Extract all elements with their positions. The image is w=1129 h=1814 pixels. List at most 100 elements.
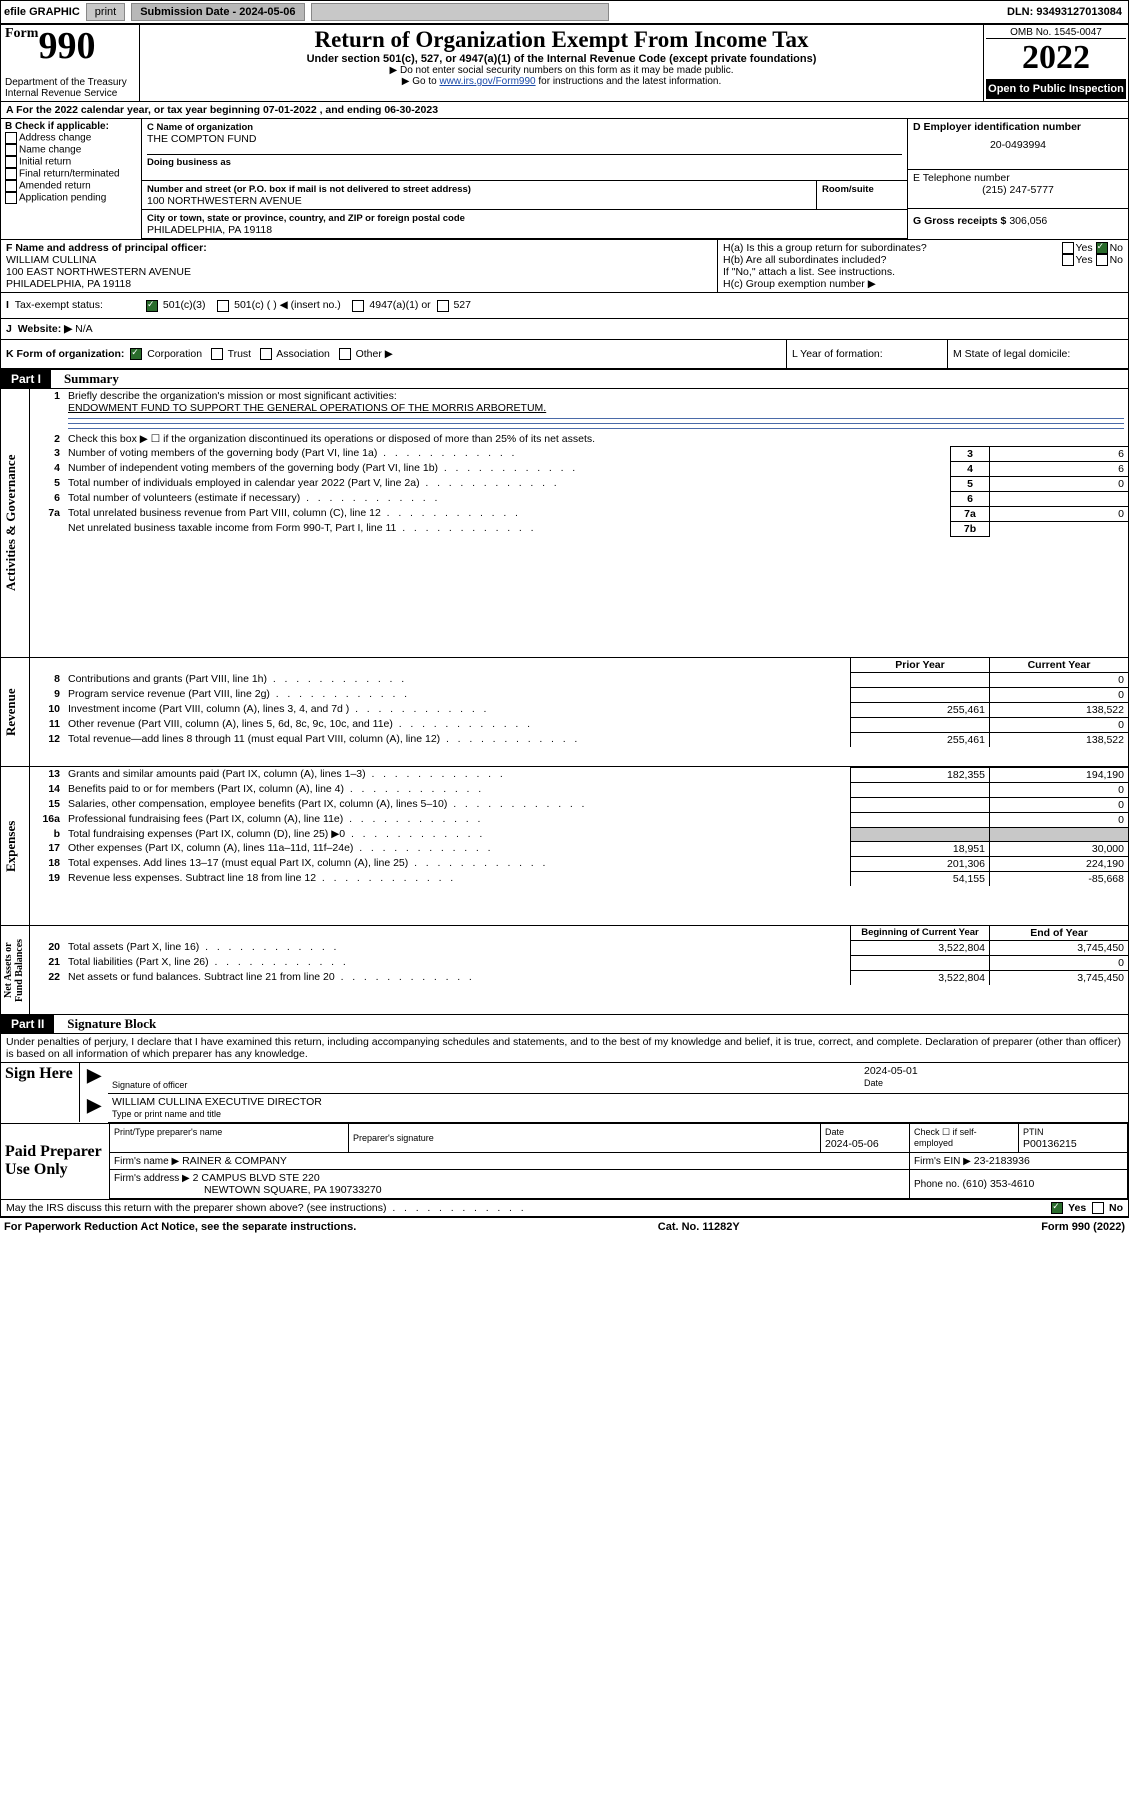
vtab-na: Net Assets or Fund Balances xyxy=(1,926,27,1014)
form-subtitle: Under section 501(c), 527, or 4947(a)(1)… xyxy=(146,53,977,65)
cb-address-change[interactable] xyxy=(5,132,17,144)
phone-value: (215) 247-5777 xyxy=(913,184,1123,196)
block-b: B Check if applicable: Address change Na… xyxy=(1,119,142,239)
form-990-container: Form990 Department of the Treasury Inter… xyxy=(0,24,1129,1217)
form-note1: ▶ Do not enter social security numbers o… xyxy=(146,65,977,76)
website-value: N/A xyxy=(75,323,93,335)
discuss-row: May the IRS discuss this return with the… xyxy=(1,1199,1128,1216)
arrow-icon: ▶ xyxy=(80,1093,109,1122)
row-7b: Net unrelated business taxable income fr… xyxy=(30,521,1128,536)
firm-name: RAINER & COMPANY xyxy=(182,1155,287,1167)
city-value: PHILADELPHIA, PA 19118 xyxy=(147,224,272,236)
table-row: bTotal fundraising expenses (Part IX, co… xyxy=(30,827,1128,841)
street-value: 100 NORTHWESTERN AVENUE xyxy=(147,195,302,207)
ha-yes[interactable] xyxy=(1062,242,1074,254)
cb-trust[interactable] xyxy=(211,348,223,360)
toolbar-blank-button[interactable] xyxy=(311,3,609,21)
cb-4947[interactable] xyxy=(352,300,364,312)
efile-label: efile GRAPHIC xyxy=(1,6,83,18)
ptin-value: P00136215 xyxy=(1023,1138,1077,1150)
ha-no[interactable] xyxy=(1096,242,1108,254)
irs-label: Internal Revenue Service xyxy=(5,88,117,99)
irs-link[interactable]: www.irs.gov/Form990 xyxy=(439,76,535,87)
dln-label: DLN: 93493127013084 xyxy=(1001,6,1128,18)
dba-label: Doing business as xyxy=(147,157,231,168)
page-footer: For Paperwork Reduction Act Notice, see … xyxy=(0,1217,1129,1236)
officer-typed-name: WILLIAM CULLINA EXECUTIVE DIRECTOR xyxy=(112,1096,322,1108)
omb-number: OMB No. 1545-0047 xyxy=(986,27,1126,39)
h-b-note: If "No," attach a list. See instructions… xyxy=(723,266,1123,278)
firm-phone: (610) 353-4610 xyxy=(963,1178,1035,1190)
part2-header: Part II Signature Block xyxy=(1,1014,1128,1034)
cb-501c[interactable] xyxy=(217,300,229,312)
arrow-icon: ▶ xyxy=(80,1062,109,1093)
cb-final-return[interactable] xyxy=(5,168,17,180)
block-e: E Telephone number (215) 247-5777 xyxy=(908,170,1128,209)
city-cell: City or town, state or province, country… xyxy=(142,210,907,239)
header-mid: Return of Organization Exempt From Incom… xyxy=(140,25,983,101)
part1-expenses: Expenses 13Grants and similar amounts pa… xyxy=(1,766,1128,925)
hb-no[interactable] xyxy=(1096,254,1108,266)
open-inspection-badge: Open to Public Inspection xyxy=(986,79,1126,99)
signature-table: Sign Here ▶ Signature of officer 2024-05… xyxy=(1,1062,1128,1123)
dept-label: Department of the Treasury xyxy=(5,77,127,88)
firm-addr2: NEWTOWN SQUARE, PA 190733270 xyxy=(114,1184,905,1196)
block-h: H(a) Is this a group return for subordin… xyxy=(718,240,1128,292)
paid-preparer-table: Paid Preparer Use Only Print/Type prepar… xyxy=(1,1123,1128,1199)
hb-yes[interactable] xyxy=(1062,254,1074,266)
room-cell: Room/suite xyxy=(816,181,907,209)
table-row: 16aProfessional fundraising fees (Part I… xyxy=(30,812,1128,827)
block-g: G Gross receipts $ 306,056 xyxy=(908,209,1128,233)
row-6: 6Total number of volunteers (estimate if… xyxy=(30,491,1128,506)
efile-toolbar: efile GRAPHIC print Submission Date - 20… xyxy=(0,0,1129,24)
cb-amended-return[interactable] xyxy=(5,180,17,192)
form-note2: ▶ Go to www.irs.gov/Form990 for instruct… xyxy=(146,76,977,87)
form-prefix: Form xyxy=(5,26,38,41)
block-c: C Name of organization THE COMPTON FUND … xyxy=(142,119,907,239)
cb-corp[interactable] xyxy=(130,348,142,360)
line-klm-row: K Form of organization: Corporation Trus… xyxy=(1,340,1128,369)
part1-header: Part I Summary xyxy=(1,369,1128,389)
firm-ein: 23-2183936 xyxy=(974,1155,1030,1167)
table-row: 15Salaries, other compensation, employee… xyxy=(30,797,1128,812)
line-j-row: J Website: ▶ N/A xyxy=(1,318,1128,340)
print-button[interactable]: print xyxy=(86,3,125,21)
form-title: Return of Organization Exempt From Incom… xyxy=(146,27,977,53)
row-3: 3Number of voting members of the governi… xyxy=(30,446,1128,461)
cb-501c3[interactable] xyxy=(146,300,158,312)
form-ref: Form 990 (2022) xyxy=(1041,1221,1125,1233)
cb-application-pending[interactable] xyxy=(5,192,17,204)
cb-other[interactable] xyxy=(339,348,351,360)
officer-name: WILLIAM CULLINA xyxy=(6,254,96,266)
block-f: F Name and address of principal officer:… xyxy=(1,240,718,292)
revenue-table: Prior YearCurrent Year 8Contributions an… xyxy=(30,658,1128,747)
declaration-text: Under penalties of perjury, I declare th… xyxy=(1,1034,1128,1062)
row-4: 4Number of independent voting members of… xyxy=(30,461,1128,476)
line-i-label: I Tax-exempt status: xyxy=(1,293,141,317)
gross-receipts: 306,056 xyxy=(1009,215,1047,227)
h-c-label: H(c) Group exemption number ▶ xyxy=(723,278,1123,290)
row-5: 5Total number of individuals employed in… xyxy=(30,476,1128,491)
cb-527[interactable] xyxy=(437,300,449,312)
vtab-gov: Activities & Governance xyxy=(1,389,30,657)
part2-badge: Part II xyxy=(1,1015,54,1033)
cb-initial-return[interactable] xyxy=(5,156,17,168)
table-row: 22Net assets or fund balances. Subtract … xyxy=(30,970,1128,985)
pra-notice: For Paperwork Reduction Act Notice, see … xyxy=(4,1221,356,1233)
discuss-no[interactable] xyxy=(1092,1202,1104,1214)
cat-number: Cat. No. 11282Y xyxy=(658,1221,740,1233)
submission-date-button[interactable]: Submission Date - 2024-05-06 xyxy=(131,3,304,21)
c-name-label: C Name of organization xyxy=(147,122,253,133)
table-row: 13Grants and similar amounts paid (Part … xyxy=(30,767,1128,782)
table-row: 18Total expenses. Add lines 13–17 (must … xyxy=(30,856,1128,871)
h-a-label: H(a) Is this a group return for subordin… xyxy=(723,242,1062,254)
street-cell: Number and street (or P.O. box if mail i… xyxy=(142,181,816,209)
cb-assoc[interactable] xyxy=(260,348,272,360)
cb-name-change[interactable] xyxy=(5,144,17,156)
line-l: L Year of formation: xyxy=(786,340,947,368)
block-b-title: B Check if applicable: xyxy=(5,121,109,132)
form-year: 2022 xyxy=(986,39,1126,77)
discuss-yes[interactable] xyxy=(1051,1202,1063,1214)
line-m: M State of legal domicile: xyxy=(947,340,1128,368)
table-row: 19Revenue less expenses. Subtract line 1… xyxy=(30,871,1128,886)
